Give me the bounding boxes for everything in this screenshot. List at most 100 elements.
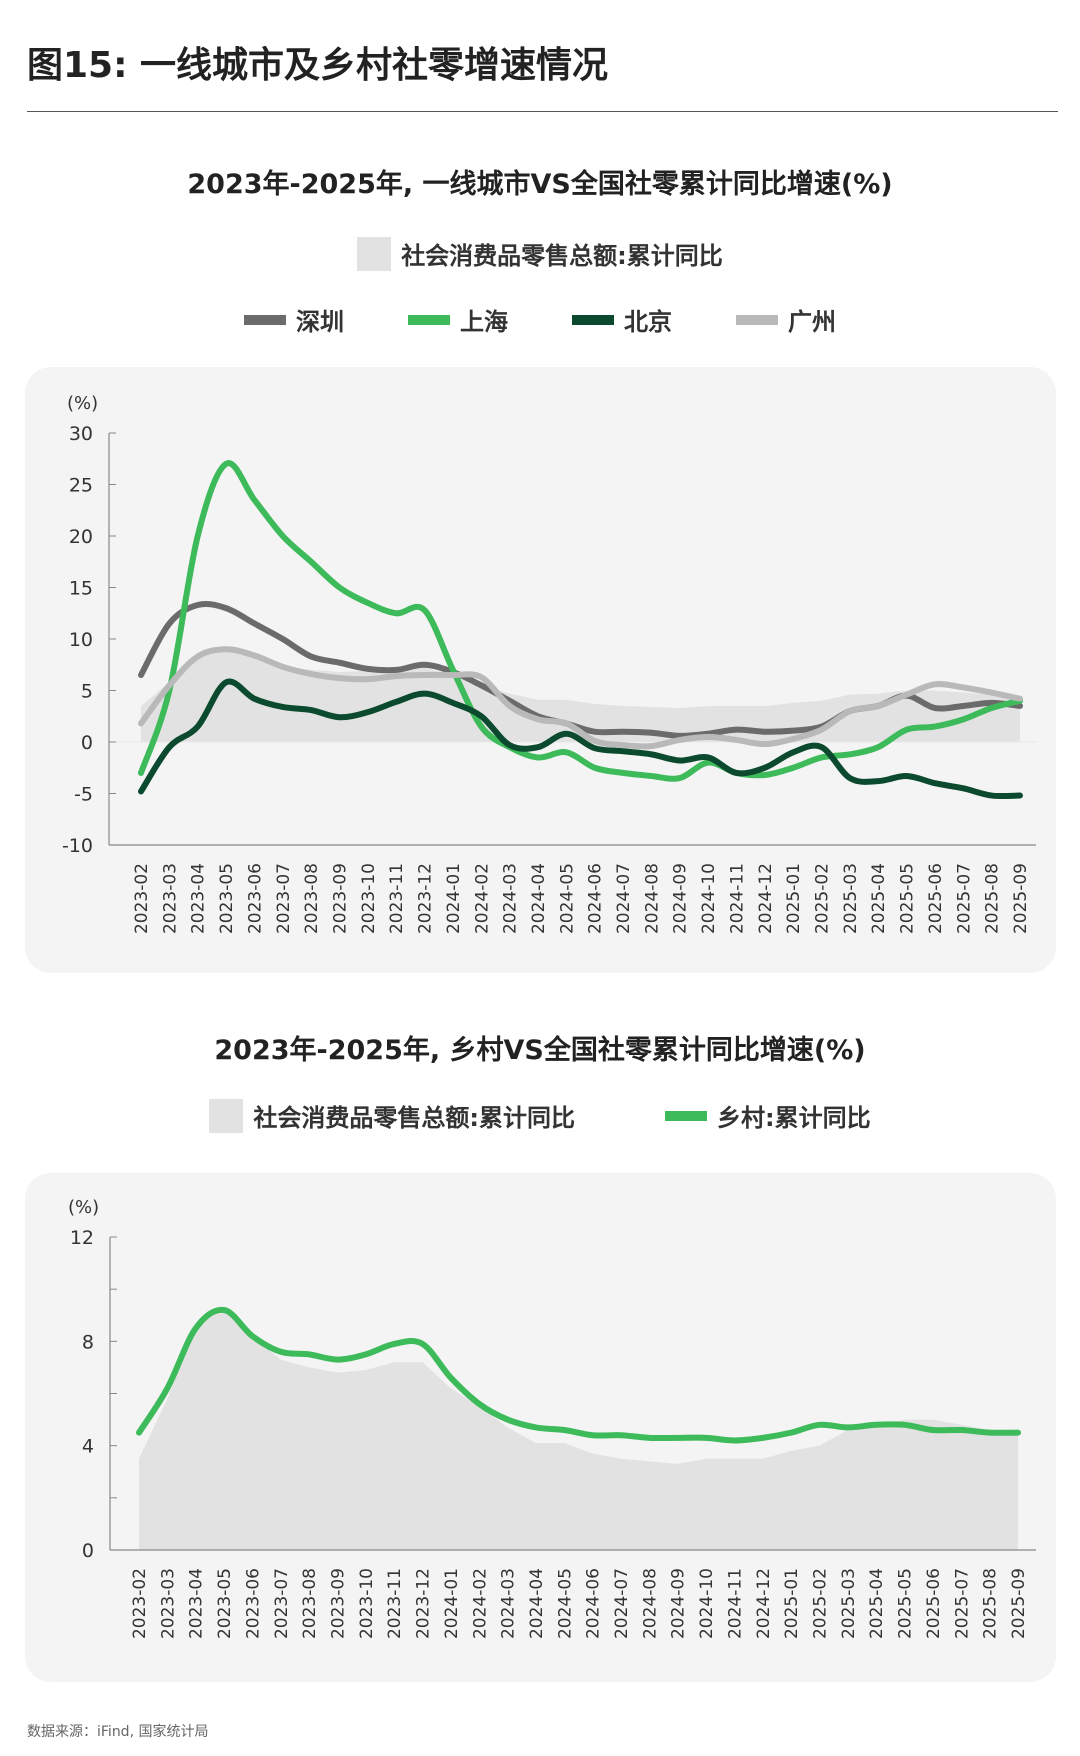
x-tick-label: 2023-08 bbox=[300, 1568, 320, 1639]
x-tick-label: 2025-06 bbox=[924, 1568, 944, 1639]
y-tick-label: -5 bbox=[74, 784, 93, 806]
x-tick-label: 2023-07 bbox=[274, 863, 294, 934]
x-tick-label: 2024-08 bbox=[642, 863, 662, 934]
source-note: 数据来源：iFind, 国家统计局 bbox=[27, 1724, 209, 1740]
x-tick-label: 2024-11 bbox=[727, 863, 747, 934]
y-unit-label: (%) bbox=[67, 393, 98, 414]
series-line-guangzhou bbox=[138, 646, 1023, 750]
legend-swatch bbox=[665, 1110, 707, 1121]
x-tick-label: 2024-09 bbox=[669, 1568, 689, 1639]
x-tick-label: 2024-07 bbox=[614, 863, 634, 934]
x-tick-label: 2024-11 bbox=[725, 1568, 745, 1639]
figure-title: 图15: 一线城市及乡村社零增速情况 bbox=[27, 45, 609, 86]
chart1-legend-area: 社会消费品零售总额:累计同比 bbox=[0, 236, 1080, 271]
x-tick-label: 2023-04 bbox=[189, 863, 209, 934]
x-tick-label: 2023-11 bbox=[385, 1568, 405, 1639]
legend-item-national: 社会消费品零售总额:累计同比 bbox=[357, 236, 723, 271]
legend-swatch-area bbox=[357, 236, 392, 271]
x-tick-label: 2024-02 bbox=[472, 863, 492, 934]
x-tick-label: 2023-08 bbox=[302, 863, 322, 934]
legend-item-shenzhen: 深圳 bbox=[244, 302, 344, 337]
y-tick-label: 0 bbox=[81, 732, 93, 754]
x-tick-label: 2025-03 bbox=[841, 863, 861, 934]
x-tick-label: 2024-01 bbox=[444, 863, 464, 934]
x-tick-label: 2023-12 bbox=[414, 1568, 434, 1639]
y-tick-label: 5 bbox=[81, 681, 93, 703]
x-tick-label: 2023-02 bbox=[132, 863, 152, 934]
x-tick-label: 2025-01 bbox=[784, 863, 804, 934]
x-tick-label: 2024-04 bbox=[529, 863, 549, 934]
x-tick-label: 2025-01 bbox=[782, 1568, 802, 1639]
x-tick-label: 2024-04 bbox=[527, 1568, 547, 1639]
x-tick-label: 2025-02 bbox=[813, 863, 833, 934]
legend-label: 广州 bbox=[788, 308, 836, 336]
x-tick-label: 2023-11 bbox=[387, 863, 407, 934]
x-tick-label: 2024-07 bbox=[612, 1568, 632, 1639]
x-tick-label: 2024-12 bbox=[754, 1568, 774, 1639]
x-tick-label: 2023-03 bbox=[160, 863, 180, 934]
y-tick-label: 30 bbox=[69, 423, 93, 445]
x-tick-label: 2024-06 bbox=[584, 1568, 604, 1639]
y-tick-label: 25 bbox=[69, 475, 93, 497]
x-tick-label: 2024-08 bbox=[640, 1568, 660, 1639]
x-tick-label: 2025-08 bbox=[981, 1568, 1001, 1639]
x-tick-label: 2023-12 bbox=[416, 863, 436, 934]
x-tick-label: 2025-09 bbox=[1011, 863, 1031, 934]
x-tick-label: 2023-06 bbox=[243, 1568, 263, 1639]
x-tick-label: 2023-07 bbox=[272, 1568, 292, 1639]
legend-item-shanghai: 上海 bbox=[408, 302, 508, 337]
chart1-legend-lines: 深圳 上海 北京 广州 bbox=[0, 302, 1080, 337]
x-tick-label: 2024-10 bbox=[699, 863, 719, 934]
legend-label: 社会消费品零售总额:累计同比 bbox=[401, 242, 723, 270]
legend-item-national: 社会消费品零售总额:累计同比 bbox=[209, 1098, 575, 1133]
y-tick-label: 15 bbox=[69, 578, 93, 600]
x-tick-label: 2024-05 bbox=[557, 863, 577, 934]
x-tick-label: 2025-03 bbox=[839, 1568, 859, 1639]
legend-item-rural: 乡村:累计同比 bbox=[665, 1098, 871, 1133]
legend-label: 社会消费品零售总额:累计同比 bbox=[253, 1104, 575, 1132]
x-tick-label: 2023-04 bbox=[187, 1568, 207, 1639]
x-tick-label: 2024-02 bbox=[470, 1568, 490, 1639]
x-tick-label: 2024-10 bbox=[697, 1568, 717, 1639]
x-tick-label: 2023-10 bbox=[357, 1568, 377, 1639]
national-area-series bbox=[139, 1307, 1018, 1550]
legend-label: 乡村:累计同比 bbox=[717, 1104, 871, 1132]
x-tick-label: 2025-09 bbox=[1009, 1568, 1029, 1639]
x-tick-label: 2023-09 bbox=[328, 1568, 348, 1639]
chart2-legend: 社会消费品零售总额:累计同比 乡村:累计同比 bbox=[0, 1098, 1080, 1133]
legend-item-beijing: 北京 bbox=[572, 302, 672, 337]
x-tick-label: 2024-01 bbox=[442, 1568, 462, 1639]
x-tick-label: 2023-05 bbox=[217, 863, 237, 934]
x-tick-label: 2025-04 bbox=[869, 863, 889, 934]
x-tick-label: 2023-06 bbox=[245, 863, 265, 934]
x-tick-label: 2023-03 bbox=[158, 1568, 178, 1639]
x-tick-label: 2025-07 bbox=[952, 1568, 972, 1639]
x-tick-label: 2024-03 bbox=[499, 1568, 519, 1639]
x-tick-label: 2024-05 bbox=[555, 1568, 575, 1639]
legend-label: 上海 bbox=[460, 308, 508, 336]
legend-item-guangzhou: 广州 bbox=[736, 302, 836, 337]
legend-label: 北京 bbox=[624, 308, 672, 336]
x-tick-label: 2024-12 bbox=[756, 863, 776, 934]
legend-swatch-area bbox=[209, 1098, 244, 1133]
x-tick-label: 2024-06 bbox=[586, 863, 606, 934]
x-tick-label: 2025-07 bbox=[954, 863, 974, 934]
x-tick-label: 2025-02 bbox=[811, 1568, 831, 1639]
legend-label: 深圳 bbox=[296, 308, 344, 336]
y-tick-label: 10 bbox=[69, 629, 93, 651]
x-tick-label: 2023-05 bbox=[215, 1568, 235, 1639]
x-tick-label: 2023-09 bbox=[330, 863, 350, 934]
legend-swatch bbox=[408, 314, 450, 325]
y-tick-label: 8 bbox=[82, 1331, 94, 1353]
y-tick-label: 12 bbox=[70, 1227, 94, 1249]
y-tick-label: -10 bbox=[62, 835, 93, 857]
y-tick-label: 0 bbox=[82, 1540, 94, 1562]
x-tick-label: 2025-05 bbox=[898, 863, 918, 934]
legend-swatch bbox=[736, 314, 778, 325]
y-tick-label: 20 bbox=[69, 526, 93, 548]
legend-swatch bbox=[572, 314, 614, 325]
title-divider bbox=[27, 111, 1058, 112]
x-tick-label: 2024-09 bbox=[671, 863, 691, 934]
x-tick-label: 2025-05 bbox=[896, 1568, 916, 1639]
